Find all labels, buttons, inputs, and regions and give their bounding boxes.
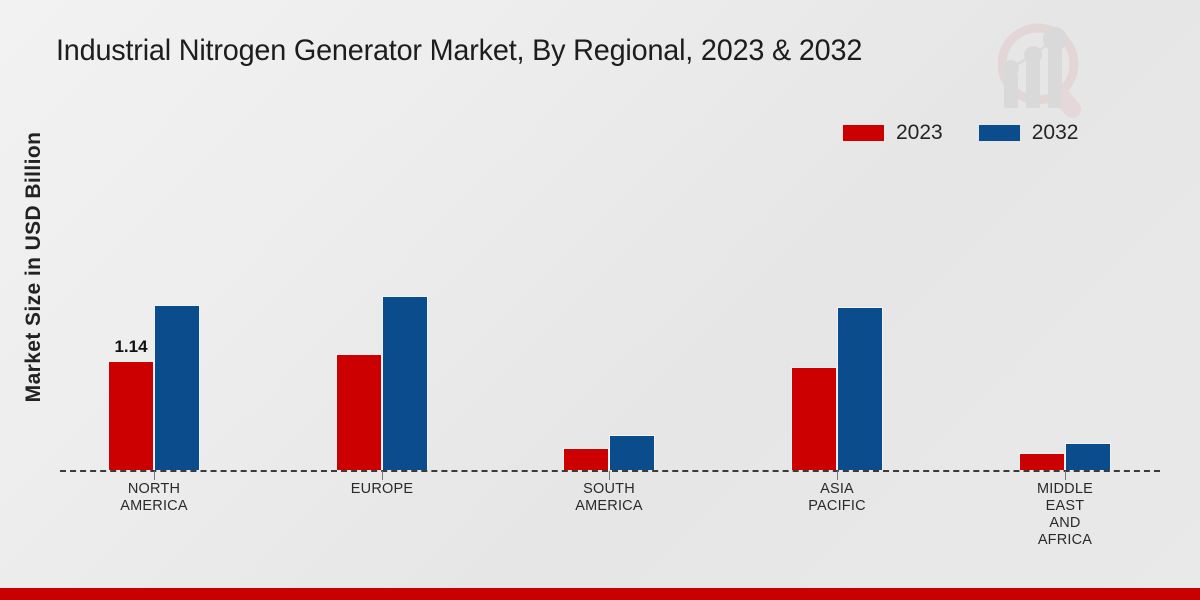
label-line: AMERICA xyxy=(575,498,643,514)
label-line: AMERICA xyxy=(120,498,188,514)
label-line: MIDDLE xyxy=(1037,481,1093,497)
bar-2023-north-america[interactable]: 1.14 xyxy=(108,337,154,470)
label-line: SOUTH xyxy=(583,481,635,497)
x-axis-baseline xyxy=(60,470,1160,472)
bar-2032-middle-east-and-africa[interactable] xyxy=(1065,443,1111,470)
label-line: ASIA xyxy=(820,481,854,497)
bar-group-asia-pacific xyxy=(791,210,883,470)
x-axis-label-europe: EUROPE xyxy=(292,481,472,498)
label-line: EAST xyxy=(1045,498,1085,514)
x-axis-label-asia-pacific: ASIA PACIFIC xyxy=(747,481,927,515)
bar-2023-europe[interactable] xyxy=(336,354,382,470)
bar-group-north-america: 1.14 xyxy=(108,210,200,470)
bar-2023-middle-east-and-africa[interactable] xyxy=(1019,453,1065,470)
legend-label-2023: 2023 xyxy=(896,121,943,144)
legend-item-2032[interactable]: 2032 xyxy=(978,121,1079,144)
x-axis-label-south-america: SOUTH AMERICA xyxy=(519,481,699,515)
label-line: EUROPE xyxy=(350,481,414,497)
legend-item-2023[interactable]: 2023 xyxy=(843,122,943,143)
label-line: PACIFIC xyxy=(808,498,866,514)
legend-label-2032: 2032 xyxy=(1031,121,1079,144)
bar-2023-south-america[interactable] xyxy=(563,448,609,470)
footer-accent-bar xyxy=(0,588,1200,600)
x-axis-tick xyxy=(1065,471,1066,480)
x-axis-tick xyxy=(609,471,610,480)
x-axis-label-middle-east-and-africa: MIDDLE EAST AND AFRICA xyxy=(975,481,1155,549)
bar-2032-north-america[interactable] xyxy=(154,305,200,470)
bar-group-europe xyxy=(336,210,428,470)
label-line: NORTH xyxy=(127,481,181,497)
x-axis-tick xyxy=(837,471,838,480)
legend-swatch-icon xyxy=(843,124,884,141)
bar-2032-europe[interactable] xyxy=(382,296,428,470)
chart-legend: 2023 2032 xyxy=(843,122,1078,143)
bar-value-label: 1.14 xyxy=(114,337,148,356)
legend-swatch-icon xyxy=(978,124,1020,141)
bar-group-middle-east-and-africa xyxy=(1019,210,1111,470)
bar-2032-asia-pacific[interactable] xyxy=(837,307,883,470)
x-axis-tick xyxy=(154,471,155,480)
label-line: AFRICA xyxy=(1037,532,1093,548)
bar-2032-south-america[interactable] xyxy=(609,435,655,470)
chart-title: Industrial Nitrogen Generator Market, By… xyxy=(56,34,863,67)
x-axis-label-north-america: NORTH AMERICA xyxy=(64,481,244,515)
bar-group-south-america xyxy=(563,210,655,470)
bar-2023-asia-pacific[interactable] xyxy=(791,367,837,470)
x-axis-tick xyxy=(382,471,383,480)
label-line: AND xyxy=(1049,515,1081,531)
